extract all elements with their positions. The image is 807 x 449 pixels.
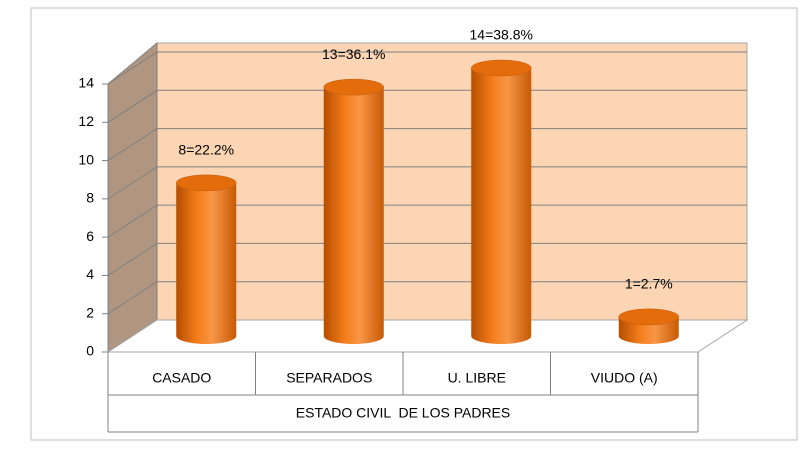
- grid-line: [107, 204, 158, 238]
- cylinder-top: [323, 78, 384, 96]
- y-tick-label: 6: [86, 228, 94, 244]
- grid-line: [107, 281, 158, 315]
- grid-line: [107, 166, 158, 200]
- side-wall: [107, 41, 158, 353]
- x-tick-label: SEPARADOS: [286, 370, 372, 386]
- cylinder-body: [323, 87, 384, 345]
- y-tick-label: 0: [86, 343, 94, 359]
- grid-line: [107, 243, 158, 276]
- value-label: 8=22.2%: [178, 142, 234, 158]
- cylinder-top: [176, 174, 237, 192]
- y-tick-label: 14: [78, 75, 94, 91]
- cylinder-top: [618, 308, 679, 326]
- cylinder-body: [176, 182, 237, 344]
- grid-line: [107, 89, 158, 123]
- y-tick-label: 10: [78, 151, 94, 167]
- grid-line: [107, 128, 158, 161]
- cylinder-top: [471, 59, 532, 77]
- floor: [106, 319, 749, 353]
- x-tick-label: VIUDO (A): [591, 370, 658, 386]
- x-tick-label: U. LIBRE: [448, 370, 506, 386]
- value-label: 1=2.7%: [625, 276, 673, 292]
- y-tick-label: 8: [86, 190, 94, 206]
- value-label: 14=38.8%: [470, 27, 533, 43]
- y-tick-label: 2: [86, 304, 94, 320]
- x-axis-label: ESTADO CIVIL DE LOS PADRES: [296, 405, 510, 421]
- x-tick-label: CASADO: [152, 370, 211, 386]
- y-tick-label: 4: [86, 266, 94, 282]
- cylinder-body: [471, 68, 532, 344]
- y-tick-label: 12: [78, 113, 94, 129]
- grid-line: [107, 51, 158, 85]
- value-label: 13=36.1%: [322, 46, 385, 62]
